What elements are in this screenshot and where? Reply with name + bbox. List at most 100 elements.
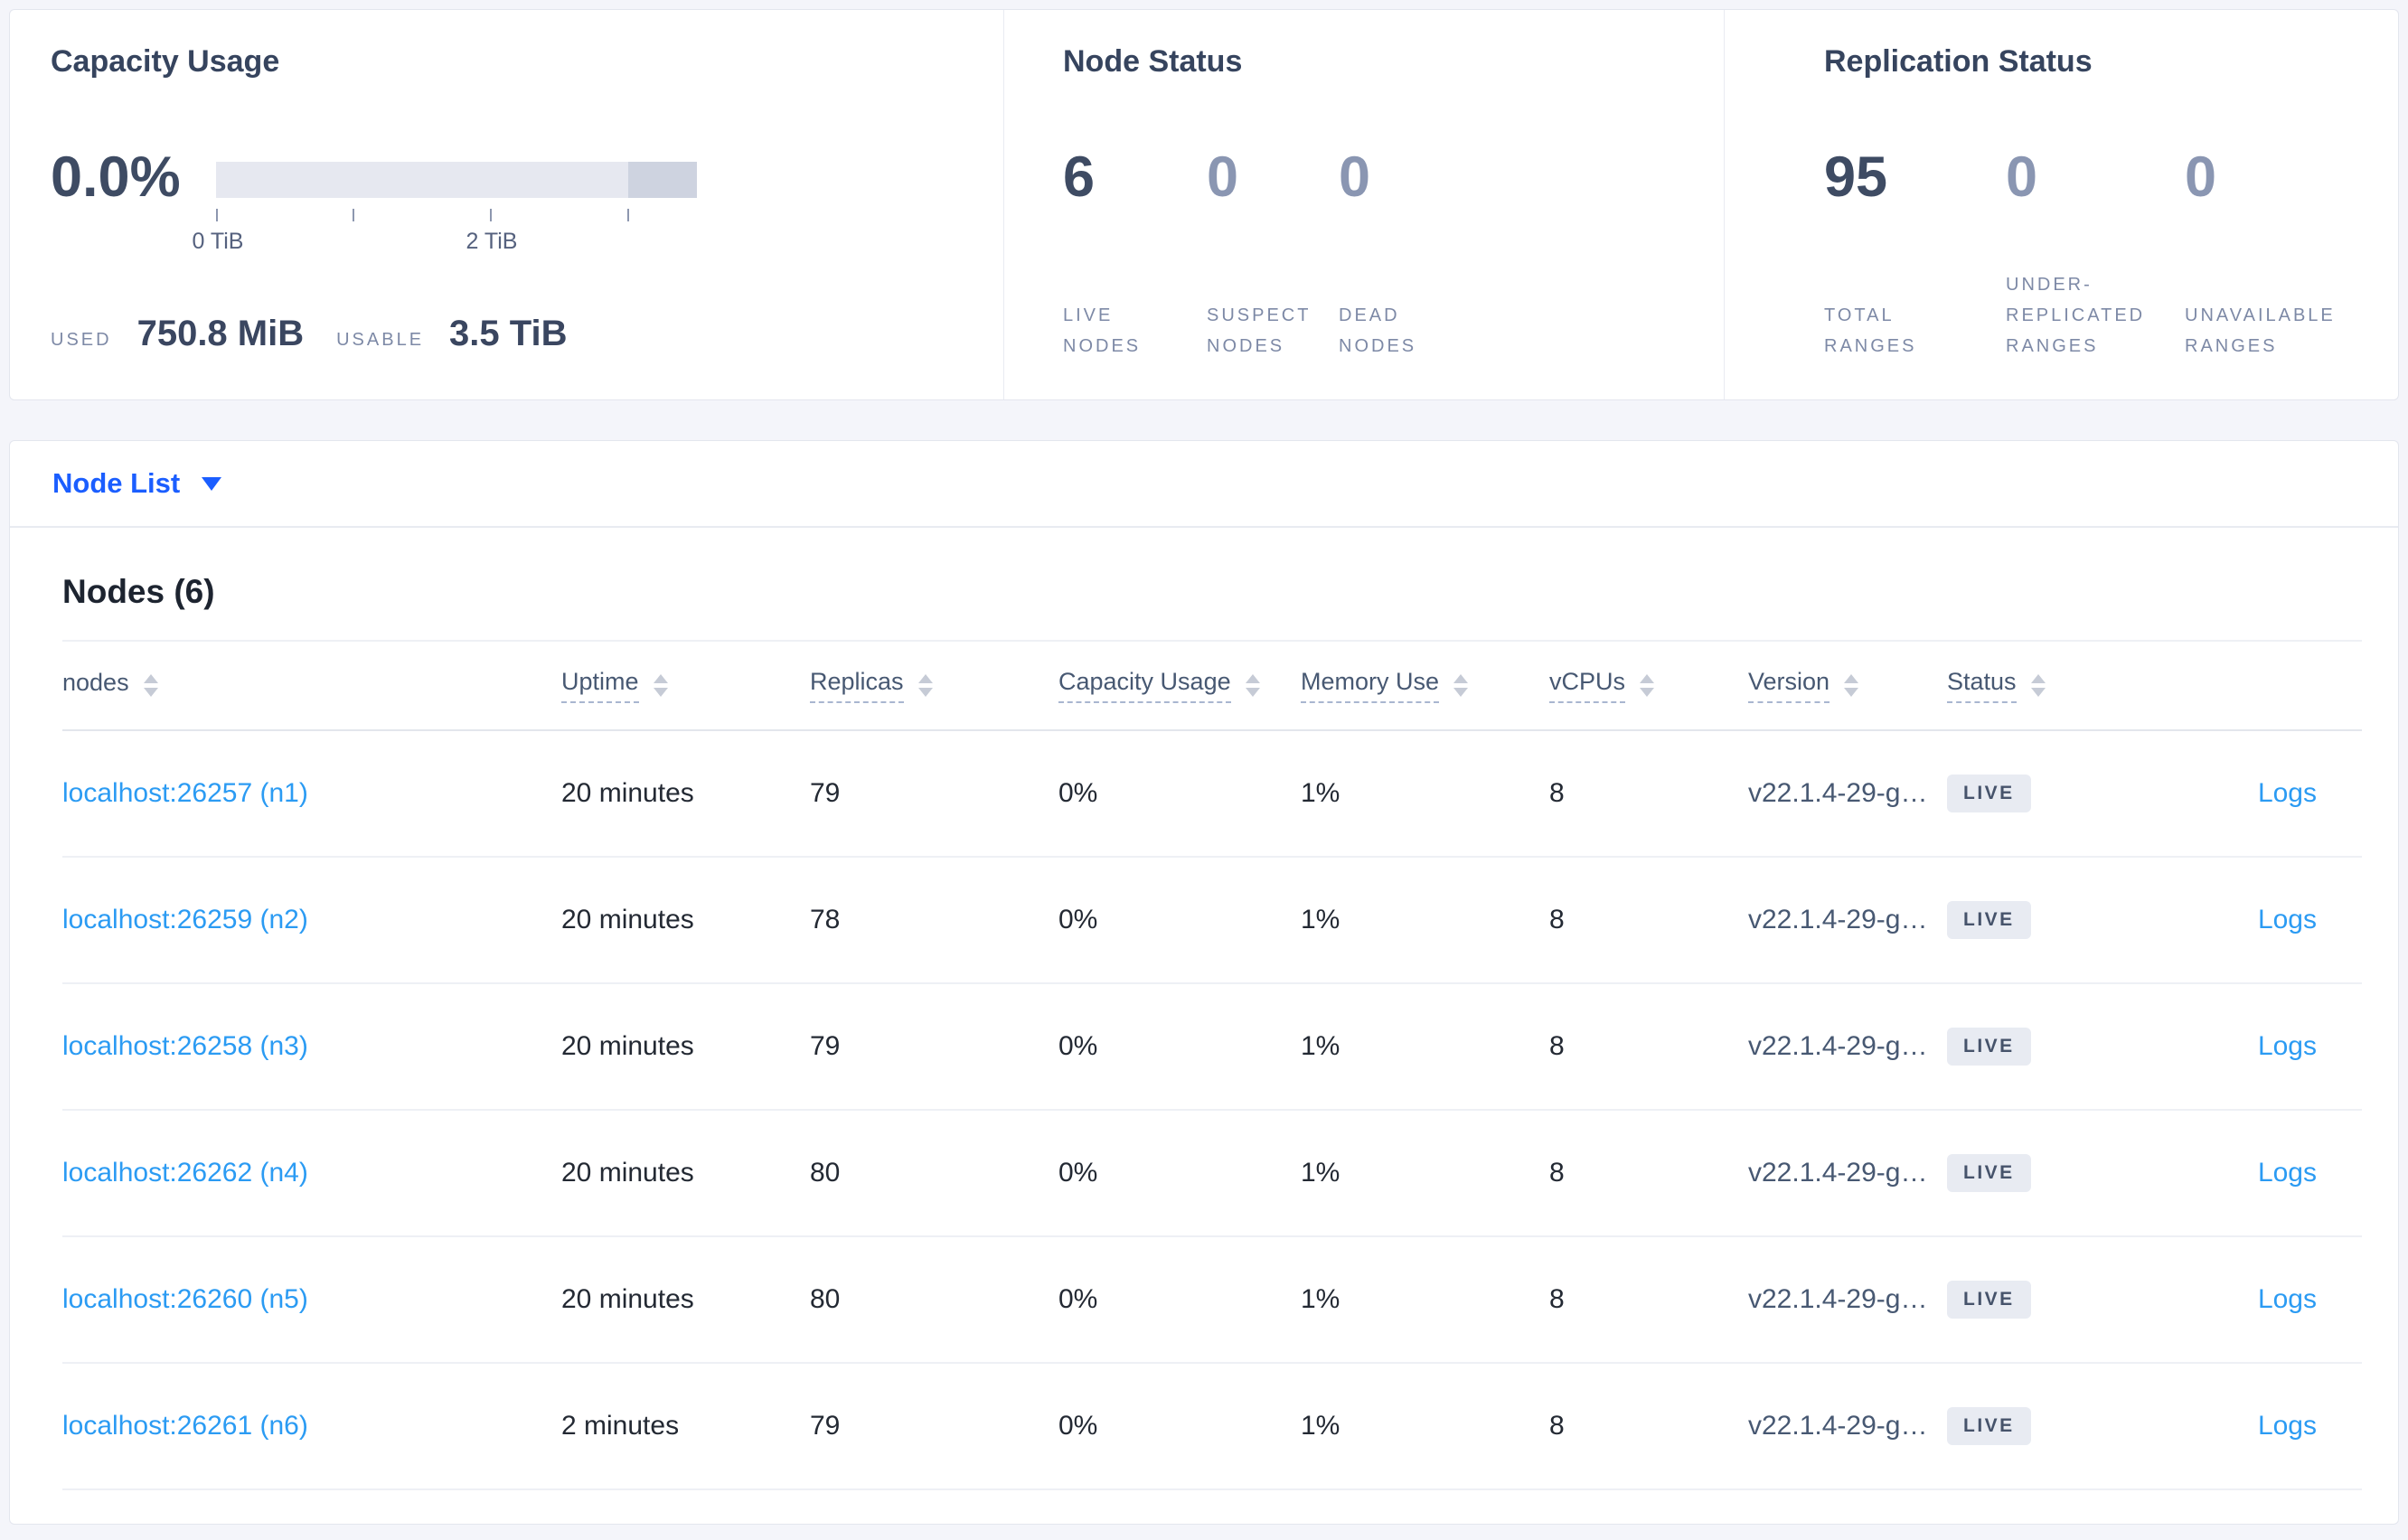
column-header-replicas[interactable]: Replicas: [810, 668, 1058, 703]
column-header-uptime[interactable]: Uptime: [561, 668, 810, 703]
column-header-nodes[interactable]: nodes: [62, 669, 561, 702]
live-nodes-count: 6: [1063, 146, 1096, 209]
table-header-row: nodes Uptime Replicas Capacity Usage Mem…: [62, 642, 2362, 731]
version-cell: v22.1.4-29-g…: [1748, 1411, 1928, 1441]
status-badge: LIVE: [1947, 1028, 2031, 1066]
sort-icon: [1245, 674, 1260, 697]
logs-link[interactable]: Logs: [2257, 1411, 2317, 1441]
column-header-status[interactable]: Status: [1947, 668, 2155, 703]
capacity-usage-title: Capacity Usage: [51, 44, 280, 79]
suspect-nodes-count: 0: [1207, 146, 1239, 209]
vcpus-cell: 8: [1549, 778, 1565, 808]
table-row: localhost:26259 (n2) 20 minutes 78 0% 1%…: [62, 858, 2362, 984]
table-row: localhost:26261 (n6) 2 minutes 79 0% 1% …: [62, 1364, 2362, 1490]
sort-icon: [2030, 674, 2046, 697]
logs-link[interactable]: Logs: [2257, 1031, 2317, 1061]
table-row: localhost:26260 (n5) 20 minutes 80 0% 1%…: [62, 1237, 2362, 1364]
under-replicated-ranges-label: UNDER- REPLICATED RANGES: [2006, 275, 2146, 356]
vcpus-cell: 8: [1549, 905, 1565, 934]
node-link[interactable]: localhost:26261 (n6): [62, 1411, 308, 1441]
replication-status-title: Replication Status: [1824, 44, 2093, 79]
logs-link[interactable]: Logs: [2257, 905, 2317, 934]
sort-icon: [653, 674, 668, 697]
replicas-cell: 80: [810, 1158, 841, 1188]
logs-link[interactable]: Logs: [2257, 778, 2317, 808]
capacity-cell: 0%: [1058, 778, 1098, 808]
sort-icon: [1453, 674, 1469, 697]
used-label: USED: [51, 330, 112, 350]
nodes-heading: Nodes (6): [62, 573, 215, 610]
table-row: localhost:26262 (n4) 20 minutes 80 0% 1%…: [62, 1111, 2362, 1237]
sort-icon: [1640, 674, 1655, 697]
axis-tick: [627, 209, 629, 221]
status-badge: LIVE: [1947, 775, 2031, 812]
status-badge: LIVE: [1947, 1281, 2031, 1319]
version-cell: v22.1.4-29-g…: [1748, 1284, 1928, 1314]
version-cell: v22.1.4-29-g…: [1748, 905, 1928, 934]
axis-tick-label: 2 TiB: [466, 229, 518, 254]
suspect-nodes-label: SUSPECT NODES: [1207, 305, 1312, 356]
logs-link[interactable]: Logs: [2257, 1158, 2317, 1188]
capacity-cell: 0%: [1058, 1284, 1098, 1314]
column-header-version[interactable]: Version: [1748, 668, 1947, 703]
vcpus-cell: 8: [1549, 1158, 1565, 1188]
replicas-cell: 80: [810, 1284, 841, 1314]
uptime-cell: 2 minutes: [561, 1411, 680, 1441]
total-ranges-stat: 95 TOTAL RANGES: [1824, 146, 2006, 362]
capacity-cell: 0%: [1058, 1031, 1098, 1061]
capacity-usage-bar: 0 TiB 2 TiB: [193, 162, 697, 254]
node-link[interactable]: localhost:26259 (n2): [62, 905, 308, 934]
column-header-vcpus[interactable]: vCPUs: [1549, 668, 1748, 703]
capacity-cell: 0%: [1058, 1158, 1098, 1188]
status-badge: LIVE: [1947, 1407, 2031, 1445]
vcpus-cell: 8: [1549, 1284, 1565, 1314]
version-cell: v22.1.4-29-g…: [1748, 1031, 1928, 1061]
sort-icon: [1844, 674, 1859, 697]
unavailable-ranges-label: UNAVAILABLE RANGES: [2185, 305, 2336, 356]
node-list-selector[interactable]: Node List: [52, 467, 222, 500]
replicas-cell: 79: [810, 1031, 841, 1061]
capacity-bar-dark-segment: [628, 162, 697, 198]
logs-link[interactable]: Logs: [2257, 1284, 2317, 1314]
axis-tick: [490, 209, 492, 221]
nodes-table: nodes Uptime Replicas Capacity Usage Mem…: [62, 640, 2362, 1490]
status-cell: LIVE: [1947, 1407, 2155, 1445]
node-link[interactable]: localhost:26257 (n1): [62, 778, 308, 808]
node-link[interactable]: localhost:26258 (n3): [62, 1031, 308, 1061]
status-cell: LIVE: [1947, 1028, 2155, 1066]
unavailable-ranges-stat: 0 UNAVAILABLE RANGES: [2185, 146, 2336, 362]
axis-tick: [353, 209, 354, 221]
version-cell: v22.1.4-29-g…: [1748, 1158, 1928, 1188]
usable-value: 3.5 TiB: [449, 314, 568, 353]
node-list-selector-label: Node List: [52, 467, 181, 499]
status-cell: LIVE: [1947, 775, 2155, 812]
node-list-card: Node List Nodes (6) nodes Uptime Replica…: [9, 440, 2399, 1525]
dead-nodes-stat: 0 DEAD NODES: [1339, 146, 1416, 362]
cluster-summary-card: Capacity Usage 0.0% 0 TiB 2 TiB USED 750…: [9, 9, 2399, 400]
status-badge: LIVE: [1947, 1154, 2031, 1192]
live-nodes-label: LIVE NODES: [1063, 305, 1142, 356]
suspect-nodes-stat: 0 SUSPECT NODES: [1207, 146, 1339, 362]
sort-icon: [143, 674, 158, 697]
node-link[interactable]: localhost:26260 (n5): [62, 1284, 308, 1314]
capacity-usage-percent: 0.0%: [51, 146, 181, 209]
column-header-capacity-usage[interactable]: Capacity Usage: [1058, 668, 1301, 703]
vcpus-cell: 8: [1549, 1411, 1565, 1441]
capacity-cell: 0%: [1058, 905, 1098, 934]
column-header-memory-use[interactable]: Memory Use: [1301, 668, 1549, 703]
memory-cell: 1%: [1301, 778, 1340, 808]
uptime-cell: 20 minutes: [561, 1031, 694, 1061]
unavailable-ranges-count: 0: [2185, 146, 2217, 209]
capacity-used-usable-row: USED 750.8 MiB USABLE 3.5 TiB: [51, 314, 567, 354]
under-replicated-ranges-count: 0: [2006, 146, 2038, 209]
node-link[interactable]: localhost:26262 (n4): [62, 1158, 308, 1188]
total-ranges-count: 95: [1824, 146, 1888, 209]
used-value: 750.8 MiB: [136, 314, 305, 353]
replication-status-panel: Replication Status 95 TOTAL RANGES 0 UND…: [1725, 10, 2398, 399]
chevron-down-icon: [202, 476, 222, 491]
table-row: localhost:26257 (n1) 20 minutes 79 0% 1%…: [62, 731, 2362, 858]
memory-cell: 1%: [1301, 905, 1340, 934]
status-badge: LIVE: [1947, 901, 2031, 939]
memory-cell: 1%: [1301, 1031, 1340, 1061]
uptime-cell: 20 minutes: [561, 905, 694, 934]
